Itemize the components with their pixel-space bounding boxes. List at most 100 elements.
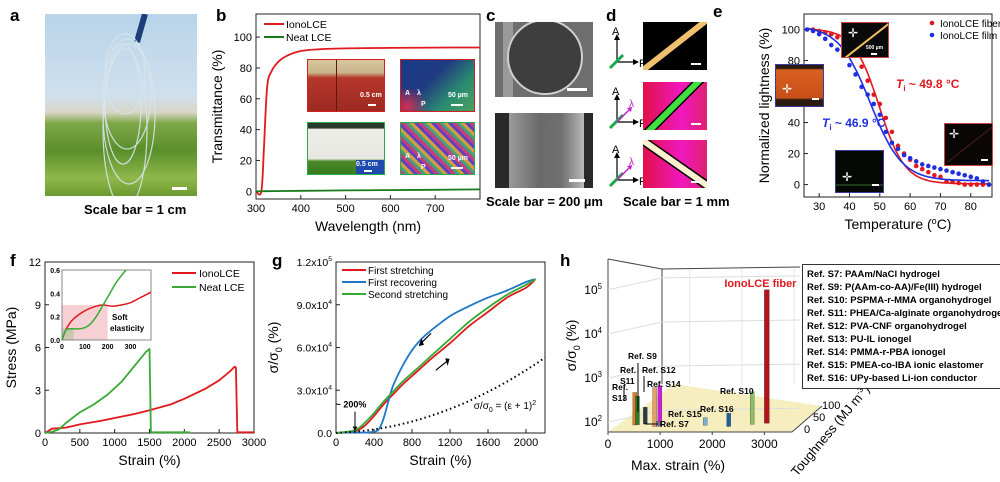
data-point bbox=[859, 64, 864, 70]
data-point bbox=[944, 168, 949, 173]
x-tick-label: 50 bbox=[874, 201, 886, 213]
legend-entry: Ref. S15: PMEA-co-IBA ionic elastomer bbox=[807, 360, 984, 371]
data-point bbox=[847, 62, 852, 68]
panel-a-caption: Scale bar = 1 cm bbox=[84, 202, 187, 217]
bar-ref-s11 bbox=[635, 396, 640, 425]
bar-label: Ref. S10 bbox=[720, 386, 754, 396]
y-axis-label: Normalized lightness (%) bbox=[756, 28, 772, 184]
series-line-first-stretching bbox=[335, 278, 537, 434]
neat-lce-film-photo: 0.5 cm bbox=[307, 122, 385, 175]
y-tick-label: 3 bbox=[35, 385, 41, 397]
film-pom-inset-low-temp: ✛ bbox=[775, 64, 824, 107]
data-point bbox=[883, 129, 889, 135]
legend-entry: Ref. S10: PSPMA-r-MMA organohydrogel bbox=[807, 295, 992, 306]
bar-label: S13 bbox=[612, 393, 627, 403]
x-tick-label: 300 bbox=[247, 203, 265, 215]
y-tick-label: 20 bbox=[788, 149, 800, 161]
y-tick-label: 104 bbox=[584, 326, 602, 341]
crossed-polarizer-icon: ✛ bbox=[848, 26, 859, 40]
scale-bar bbox=[691, 123, 701, 125]
legend-entry: Ref. S16: UPy-based Li-ion conductor bbox=[807, 373, 977, 384]
chart-e-lightness: 304050607080020406080100Temperature (oC)… bbox=[756, 13, 1000, 232]
stretching-arrow bbox=[435, 359, 449, 371]
y-tick-label: 80 bbox=[240, 63, 252, 75]
fit-curve-ionolce-film bbox=[806, 27, 989, 182]
polarizer-axes-icon: A P bbox=[608, 26, 646, 70]
data-point bbox=[962, 172, 968, 178]
grid-line bbox=[661, 319, 801, 323]
sem-side-view bbox=[495, 113, 593, 188]
panel-d-letter: d bbox=[606, 6, 617, 25]
scale-bar bbox=[872, 184, 879, 186]
data-point bbox=[822, 36, 828, 42]
neat-lce-pom-image: A λ P 50 µm bbox=[400, 122, 475, 175]
svg-text:P: P bbox=[639, 176, 646, 188]
transition-temperature-label: Ti ~ 49.8 °C bbox=[896, 77, 960, 93]
data-point bbox=[956, 180, 961, 186]
x-tick-label: 500 bbox=[336, 203, 354, 215]
y-tick-label: 100 bbox=[782, 25, 800, 37]
x-tick-label: 700 bbox=[426, 203, 444, 215]
data-point bbox=[865, 78, 870, 83]
x-tick-label: 30 bbox=[813, 201, 825, 213]
data-point bbox=[871, 101, 877, 107]
y-tick-label: 0.0 bbox=[317, 428, 332, 440]
data-point bbox=[913, 159, 919, 164]
axis-line bbox=[607, 258, 663, 270]
grid-line bbox=[607, 321, 663, 335]
data-point bbox=[968, 174, 974, 180]
data-point bbox=[804, 27, 810, 32]
data-point bbox=[865, 92, 870, 97]
inset-x-tick-label: 0 bbox=[60, 344, 64, 351]
svg-text:A: A bbox=[612, 26, 620, 38]
chart-g-conductance-ratio: 0 400 800 1200 1600 2000 0.0 3.0x104 6.0x104 9.0x… bbox=[265, 256, 546, 468]
series-line-neat-lce bbox=[255, 188, 481, 193]
series-line-ionolce bbox=[44, 365, 254, 434]
data-point bbox=[968, 182, 974, 187]
panel-c-letter: c bbox=[486, 6, 496, 25]
data-point bbox=[835, 47, 840, 52]
inset-frame bbox=[61, 269, 152, 341]
x-tick-label: 40 bbox=[843, 201, 855, 213]
data-point bbox=[901, 152, 907, 158]
data-point bbox=[974, 176, 980, 181]
polarizer-axes-icon: A P λ bbox=[608, 86, 646, 130]
x-tick-label: 400 bbox=[365, 437, 383, 449]
grid-line bbox=[661, 407, 801, 411]
inset-annotation: Soft bbox=[112, 313, 128, 322]
analyzer-label: A bbox=[405, 90, 411, 97]
model-curve-dotted bbox=[335, 356, 546, 434]
lambda-label: λ bbox=[417, 153, 421, 160]
data-point bbox=[810, 28, 816, 34]
axis-line bbox=[791, 405, 823, 433]
bar-ref-s10 bbox=[749, 391, 755, 425]
z-tick-label: 100 bbox=[822, 400, 840, 412]
data-point bbox=[877, 112, 883, 118]
z-axis-label: Toughness (MJ m-3) bbox=[788, 382, 873, 479]
legend-entry: Ref. S11: PHEA/Ca-alginate organohydroge… bbox=[807, 308, 1000, 319]
inset-y-tick-label: 0.4 bbox=[50, 291, 60, 298]
scale-bar bbox=[871, 53, 877, 55]
data-point bbox=[828, 42, 834, 48]
legend-label: IonoLCE film bbox=[940, 31, 997, 42]
bar-label: S11 bbox=[620, 376, 635, 386]
x-tick-label: 80 bbox=[965, 201, 977, 213]
scale-bar bbox=[691, 181, 701, 183]
scale-label: 50 µm bbox=[448, 155, 468, 162]
y-tick-label: 1.2x105 bbox=[297, 256, 333, 269]
data-point bbox=[926, 169, 931, 175]
y-tick-label: 40 bbox=[788, 118, 800, 130]
panel-c-caption: Scale bar = 200 µm bbox=[486, 194, 603, 209]
x-tick-label: 2500 bbox=[207, 437, 231, 449]
legend-label: Neat LCE bbox=[286, 32, 332, 44]
x-axis-label: Strain (%) bbox=[409, 452, 471, 468]
y-axis-label: Transmittance (%) bbox=[209, 50, 225, 164]
x-tick-label: 1600 bbox=[476, 437, 500, 449]
data-point bbox=[938, 166, 943, 172]
transition-temperature-label: Ti ~ 46.9 °C bbox=[822, 116, 886, 132]
lambda-label: λ bbox=[417, 90, 421, 97]
y-axis-label: σ/σ0 (%) bbox=[563, 320, 582, 372]
data-point bbox=[913, 163, 919, 169]
legend-label: First stretching bbox=[368, 266, 434, 277]
